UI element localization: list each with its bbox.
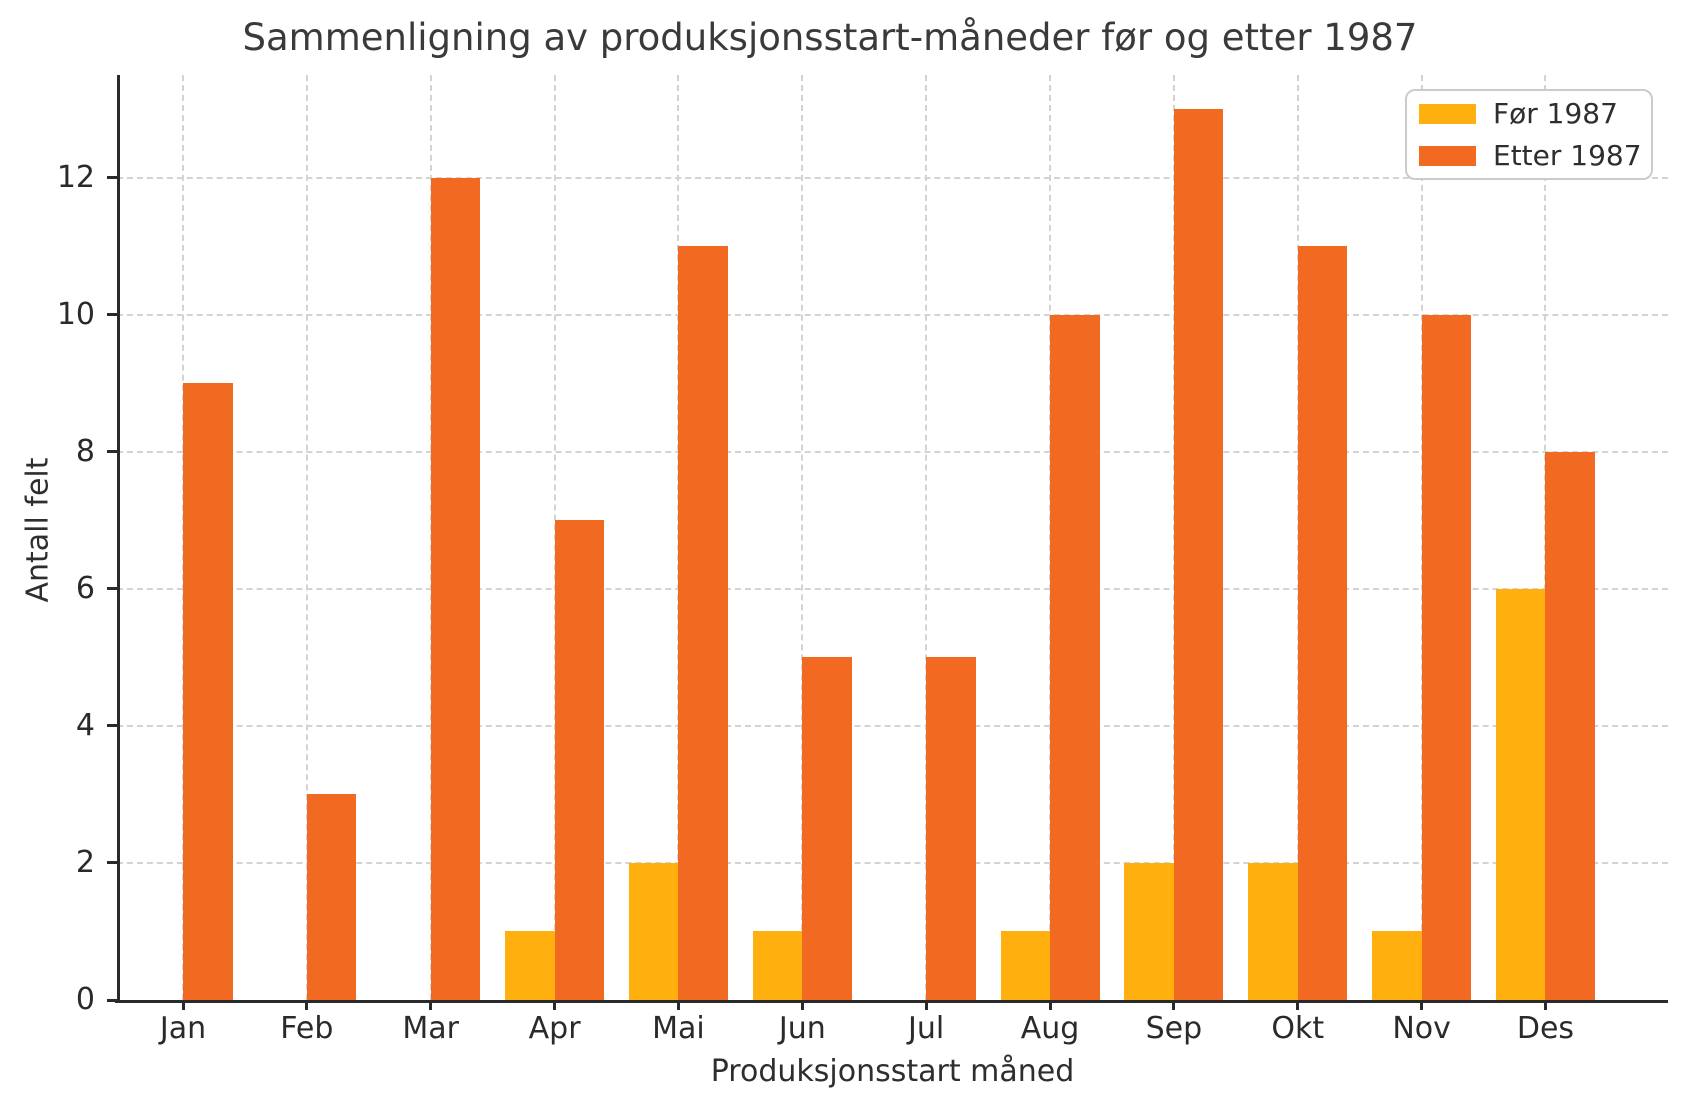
gridline-y-4 xyxy=(117,724,1668,727)
gridline-y-6 xyxy=(117,587,1668,590)
gridline-x-feb xyxy=(305,75,308,1000)
x-tick-apr xyxy=(553,1000,557,1010)
bar-for-1987-okt xyxy=(1248,862,1298,1000)
legend: Før 1987 Etter 1987 xyxy=(1405,89,1653,180)
y-tick-6 xyxy=(107,587,117,591)
x-tick-sep xyxy=(1172,1000,1176,1010)
gridline-y-12 xyxy=(117,176,1668,179)
x-tick-label-mai: Mai xyxy=(652,1011,705,1046)
gridline-y-10 xyxy=(117,313,1668,316)
bar-etter-1987-mar xyxy=(430,177,481,1000)
y-tick-label-6: 6 xyxy=(75,570,95,606)
y-tick-label-12: 12 xyxy=(56,159,95,195)
legend-swatch-etter-1987 xyxy=(1419,145,1476,166)
y-tick-8 xyxy=(107,450,117,454)
bar-etter-1987-mai xyxy=(678,246,728,1000)
x-tick-jan xyxy=(181,1000,185,1010)
bar-for-1987-mai xyxy=(628,862,679,1000)
bar-etter-1987-sep xyxy=(1173,109,1224,1000)
y-tick-0 xyxy=(107,998,117,1002)
y-tick-12 xyxy=(107,176,117,180)
x-axis-spine xyxy=(115,1000,1668,1003)
x-tick-label-jan: Jan xyxy=(159,1011,207,1046)
x-tick-label-apr: Apr xyxy=(528,1011,581,1046)
bar-etter-1987-jul xyxy=(926,657,976,1000)
x-tick-label-okt: Okt xyxy=(1271,1011,1325,1046)
x-tick-aug xyxy=(1048,1000,1052,1010)
x-axis-label: Produksjonsstart måned xyxy=(710,1054,1075,1089)
x-tick-label-jul: Jul xyxy=(908,1011,945,1046)
y-tick-4 xyxy=(107,724,117,728)
bar-etter-1987-nov xyxy=(1421,314,1472,1000)
bar-for-1987-sep xyxy=(1124,862,1174,1000)
bar-for-1987-nov xyxy=(1372,931,1422,1000)
x-tick-label-nov: Nov xyxy=(1392,1011,1451,1046)
x-tick-jun xyxy=(800,1000,804,1010)
gridline-y-8 xyxy=(117,450,1668,453)
gridline-x-jun xyxy=(801,75,804,1000)
bar-for-1987-jun xyxy=(752,931,803,1000)
x-tick-des xyxy=(1543,1000,1547,1010)
bar-for-1987-apr xyxy=(505,931,555,1000)
legend-item-etter-1987: Etter 1987 xyxy=(1419,139,1642,172)
legend-item-for-1987: Før 1987 xyxy=(1419,97,1639,130)
bar-etter-1987-jan xyxy=(183,383,233,1000)
x-tick-mar xyxy=(429,1000,433,1010)
y-tick-label-0: 0 xyxy=(75,982,95,1017)
x-tick-label-des: Des xyxy=(1516,1011,1575,1046)
x-tick-feb xyxy=(305,1000,309,1010)
legend-label-etter-1987: Etter 1987 xyxy=(1493,139,1642,172)
bar-etter-1987-apr xyxy=(554,520,605,1000)
bar-for-1987-des xyxy=(1495,588,1546,1000)
x-tick-okt xyxy=(1296,1000,1300,1010)
x-tick-label-feb: Feb xyxy=(280,1011,334,1046)
y-tick-label-4: 4 xyxy=(75,707,95,743)
bar-etter-1987-feb xyxy=(306,794,357,1000)
y-tick-label-2: 2 xyxy=(75,844,95,880)
y-tick-2 xyxy=(107,861,117,865)
x-tick-mai xyxy=(676,1000,680,1010)
legend-label-for-1987: Før 1987 xyxy=(1493,97,1618,130)
chart-title: Sammenligning av produksjonsstart-månede… xyxy=(242,16,1418,59)
gridline-x-jul xyxy=(925,75,928,1000)
legend-swatch-for-1987 xyxy=(1419,103,1476,124)
y-axis-spine xyxy=(117,75,120,1003)
gridline-y-2 xyxy=(117,861,1668,864)
x-tick-label-sep: Sep xyxy=(1145,1011,1203,1046)
x-tick-label-aug: Aug xyxy=(1020,1011,1080,1046)
bar-etter-1987-okt xyxy=(1297,246,1348,1000)
y-tick-label-10: 10 xyxy=(56,296,95,332)
x-tick-label-jun: Jun xyxy=(778,1011,826,1046)
bar-etter-1987-des xyxy=(1545,451,1595,1000)
y-tick-label-8: 8 xyxy=(75,433,95,469)
x-tick-nov xyxy=(1420,1000,1424,1010)
bar-etter-1987-aug xyxy=(1050,314,1100,1000)
bar-etter-1987-jun xyxy=(802,657,852,1000)
x-tick-label-mar: Mar xyxy=(402,1011,460,1046)
x-tick-jul xyxy=(924,1000,928,1010)
y-tick-10 xyxy=(107,313,117,317)
bar-for-1987-aug xyxy=(1000,931,1051,1000)
